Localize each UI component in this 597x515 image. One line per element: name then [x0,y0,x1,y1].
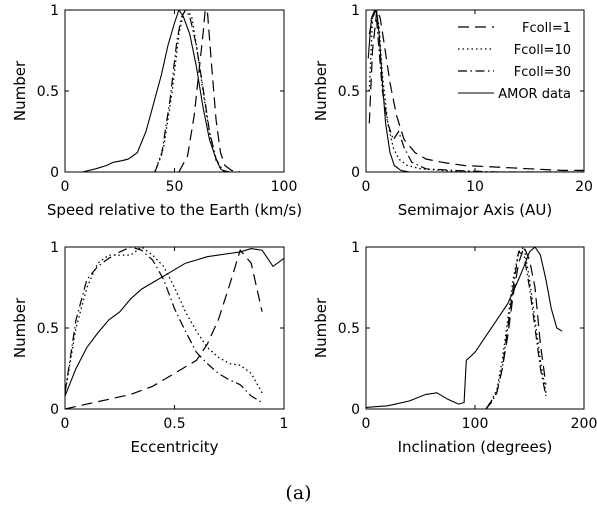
axes-frame [64,9,285,173]
y-tick-label: 0.5 [338,84,360,100]
series-line-fcoll-10 [65,247,263,394]
chart-panel-2: 0 10 20 0 0.5 1 Semimajor Axis (AU) Number [312,3,593,219]
y-tick-label: 0 [50,402,59,418]
y-tick-label: 1 [351,3,360,19]
x-axis-label: Inclination (degrees) [398,438,553,456]
series-line-fcoll-30 [368,10,584,172]
series-line-fcoll-10 [154,10,230,172]
x-tick-label: 50 [166,179,184,195]
x-tick-label: 200 [571,416,597,432]
x-tick-label: 0 [61,179,70,195]
series-line-fcoll-1 [65,248,263,409]
y-tick-label: 0 [351,402,360,418]
x-axis-label: Speed relative to the Earth (km/s) [47,201,302,219]
x-tick-label: 10 [466,179,484,195]
series-line-fcoll-1 [368,10,584,171]
legend-label: Fcoll=1 [522,21,571,36]
x-tick-label: 1 [280,416,289,432]
y-tick-label: 0.5 [338,321,360,337]
x-tick-label: 0 [61,416,70,432]
series-line-amor-data [65,248,284,397]
y-axis-label: Number [312,297,330,358]
x-tick-label: 20 [575,179,593,195]
y-axis-label: Number [11,297,29,358]
series-line-amor-data [367,10,584,172]
axes-frame [365,246,585,410]
chart-panel-1: 0 50 100 0 0.5 1 Speed relative to the Earth (… [11,3,302,219]
y-axis-label: Number [312,60,330,121]
legend-label: AMOR data [498,87,571,102]
legend: Fcoll=1 Fcoll=10 Fcoll=30 AMOR data [458,21,571,102]
legend-label: Fcoll=10 [514,43,571,58]
series-line-amor-data [65,10,232,172]
x-tick-label: 0.5 [163,416,185,432]
x-tick-label: 0 [362,179,371,195]
y-tick-label: 1 [50,240,59,256]
series-line-fcoll-30 [485,250,547,409]
series-line-fcoll-30 [154,10,230,172]
legend-item: AMOR data [458,87,571,102]
x-tick-label: 100 [271,179,298,195]
chart-panel-4: 0 100 200 0 0.5 1 Inclination (degrees) Number [312,240,597,456]
y-tick-label: 0 [50,165,59,181]
y-axis-label: Number [11,60,29,121]
series-line-fcoll-1 [178,10,241,172]
axes-frame [64,246,285,410]
y-tick-label: 0.5 [37,321,59,337]
x-axis-label: Eccentricity [130,438,218,456]
chart-panel-3: 0 0.5 1 0 0.5 1 Eccentricity Number [11,240,288,456]
x-axis-label: Semimajor Axis (AU) [398,201,552,219]
figure-caption: (a) [285,482,312,504]
y-tick-label: 1 [351,240,360,256]
x-tick-label: 0 [362,416,371,432]
legend-item: Fcoll=1 [458,21,571,36]
series-line-amor-data [366,247,563,408]
legend-item: Fcoll=10 [458,43,571,58]
legend-label: Fcoll=30 [514,65,571,80]
x-tick-label: 100 [462,416,489,432]
legend-item: Fcoll=30 [458,65,571,80]
y-tick-label: 1 [50,3,59,19]
y-tick-label: 0.5 [37,84,59,100]
y-tick-label: 0 [351,165,360,181]
